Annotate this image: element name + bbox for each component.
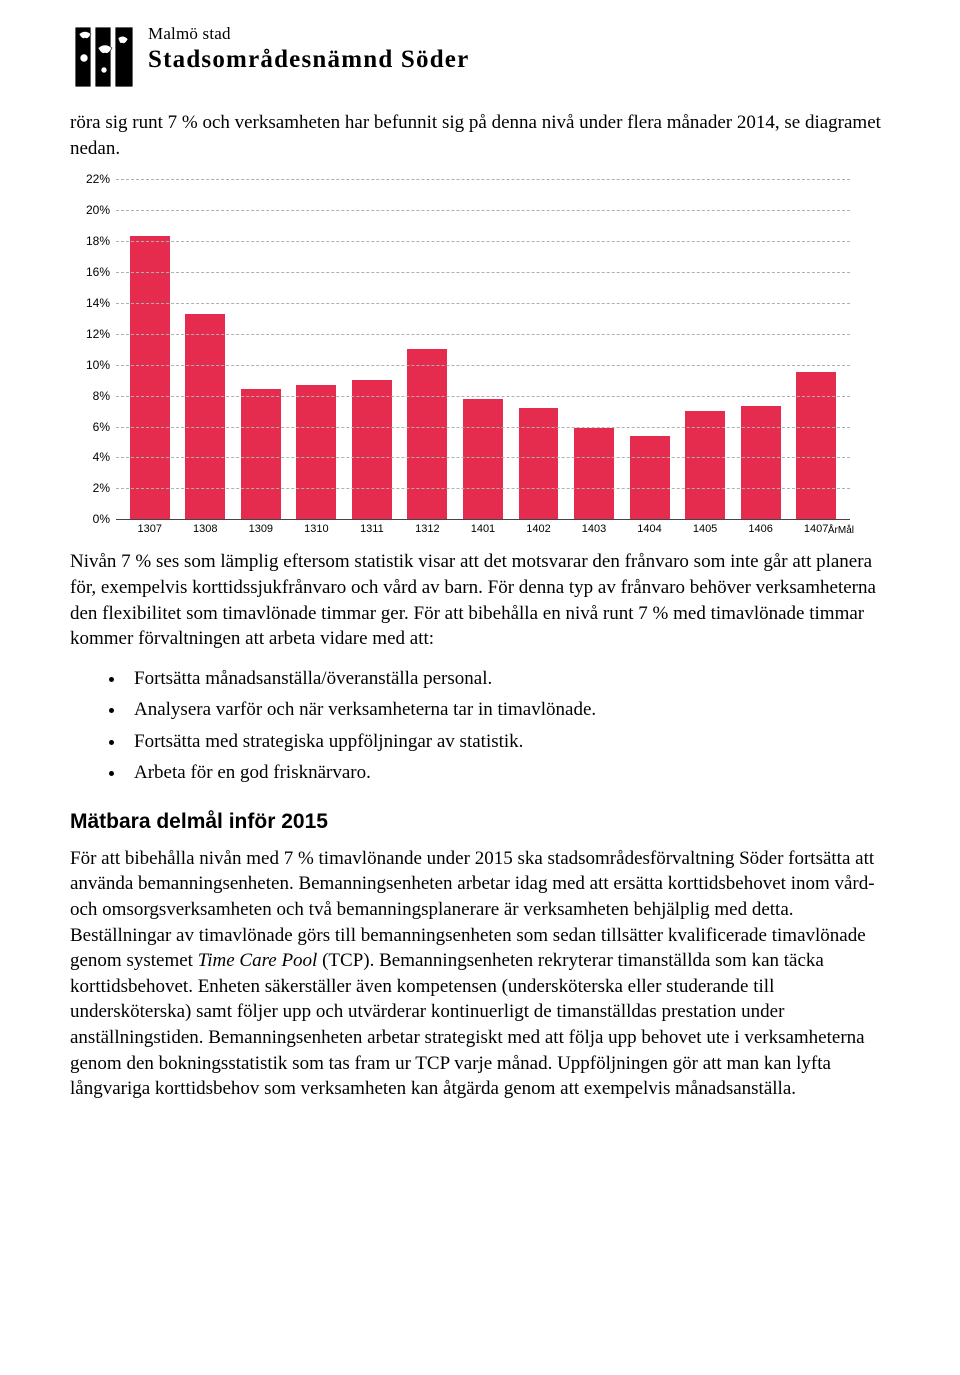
chart-bar-slot bbox=[788, 372, 844, 519]
chart-x-label: 1404 bbox=[622, 523, 678, 535]
chart-gridline bbox=[116, 396, 850, 397]
chart-gridline bbox=[116, 210, 850, 211]
chart-x-axis-title: ÅrMål bbox=[828, 525, 854, 536]
chart-gridline bbox=[116, 488, 850, 489]
chart-y-label: 8% bbox=[72, 389, 110, 403]
chart-x-label: 1406 bbox=[733, 523, 789, 535]
intro-paragraph: röra sig runt 7 % och verksamheten har b… bbox=[70, 110, 890, 161]
chart-x-label: 1312 bbox=[400, 523, 456, 535]
chart-bar-slot bbox=[511, 408, 567, 519]
chart-x-label: 1308 bbox=[178, 523, 234, 535]
chart-bar bbox=[574, 428, 614, 519]
chart-bar bbox=[130, 236, 170, 519]
chart-gridline bbox=[116, 427, 850, 428]
chart-bar bbox=[630, 436, 670, 519]
bullet-item: Analysera varför och när verksamheterna … bbox=[126, 695, 890, 724]
bullet-item: Fortsätta med strategiska uppföljningar … bbox=[126, 727, 890, 756]
chart-bar bbox=[407, 349, 447, 519]
body-paragraph-1: Nivån 7 % ses som lämplig eftersom stati… bbox=[70, 549, 890, 652]
chart-bar bbox=[519, 408, 559, 519]
chart-gridline bbox=[116, 519, 850, 520]
chart-gridline bbox=[116, 334, 850, 335]
page-header: Malmö stad Stadsområdesnämnd Söder bbox=[70, 24, 890, 90]
chart-y-label: 10% bbox=[72, 358, 110, 372]
chart-bar-slot bbox=[566, 428, 622, 519]
header-city: Malmö stad bbox=[148, 24, 469, 44]
chart-bar-slot bbox=[455, 399, 511, 520]
chart-bar bbox=[352, 380, 392, 519]
chart-gridline bbox=[116, 179, 850, 180]
chart-bar bbox=[241, 389, 281, 519]
chart-bar bbox=[741, 406, 781, 519]
chart-bar-slot bbox=[122, 236, 178, 519]
chart-y-label: 14% bbox=[72, 296, 110, 310]
subheading-delmal: Mätbara delmål inför 2015 bbox=[70, 810, 890, 834]
chart-y-label: 2% bbox=[72, 481, 110, 495]
bullet-item: Fortsätta månadsanställa/överanställa pe… bbox=[126, 664, 890, 693]
chart-gridline bbox=[116, 272, 850, 273]
chart-x-label: 1403 bbox=[566, 523, 622, 535]
chart-x-label: 1310 bbox=[289, 523, 345, 535]
chart-bar bbox=[796, 372, 836, 519]
chart-bar bbox=[463, 399, 503, 520]
chart-y-label: 12% bbox=[72, 327, 110, 341]
bullet-item: Arbeta för en god frisknärvaro. bbox=[126, 758, 890, 787]
malmo-logo-icon bbox=[70, 24, 136, 90]
chart-bar-slot bbox=[289, 385, 345, 519]
chart-x-label: 1405 bbox=[677, 523, 733, 535]
chart-gridline bbox=[116, 303, 850, 304]
chart-y-label: 22% bbox=[72, 172, 110, 186]
chart-y-label: 18% bbox=[72, 234, 110, 248]
chart-y-label: 6% bbox=[72, 420, 110, 434]
chart-y-label: 16% bbox=[72, 265, 110, 279]
chart-gridline bbox=[116, 457, 850, 458]
chart-bar-slot bbox=[344, 380, 400, 519]
chart-x-label: 1311 bbox=[344, 523, 400, 535]
chart-bar-slot bbox=[400, 349, 456, 519]
body2-italic: Time Care Pool bbox=[198, 950, 318, 971]
chart-x-label: 1402 bbox=[511, 523, 567, 535]
chart-x-label: 1309 bbox=[233, 523, 289, 535]
chart-bar-slot bbox=[622, 436, 678, 519]
body-paragraph-2: För att bibehålla nivån med 7 % timavlön… bbox=[70, 846, 890, 1102]
chart-bar-slot bbox=[733, 406, 789, 519]
chart-gridline bbox=[116, 365, 850, 366]
chart-y-label: 0% bbox=[72, 512, 110, 526]
absence-bar-chart: ÅrMål 0%2%4%6%8%10%12%14%16%18%20%22% 13… bbox=[70, 179, 850, 535]
chart-bar-slot bbox=[233, 389, 289, 519]
chart-y-label: 4% bbox=[72, 450, 110, 464]
body2-post: (TCP). Bemanningsenheten rekryterar tima… bbox=[70, 950, 865, 1099]
chart-x-label: 1401 bbox=[455, 523, 511, 535]
chart-gridline bbox=[116, 241, 850, 242]
chart-bar bbox=[296, 385, 336, 519]
header-department: Stadsområdesnämnd Söder bbox=[148, 46, 469, 74]
chart-x-label: 1307 bbox=[122, 523, 178, 535]
action-bullet-list: Fortsätta månadsanställa/överanställa pe… bbox=[70, 664, 890, 788]
chart-y-label: 20% bbox=[72, 203, 110, 217]
